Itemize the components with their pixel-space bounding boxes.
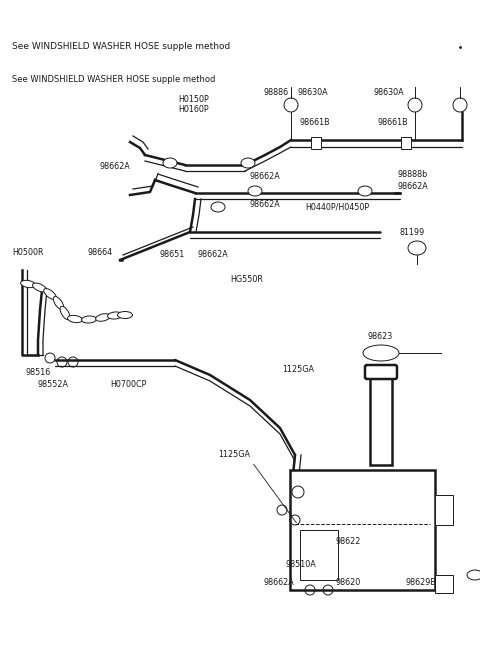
- Text: 98888b: 98888b: [398, 170, 428, 179]
- Text: 98516: 98516: [26, 368, 51, 377]
- Ellipse shape: [118, 311, 132, 319]
- Ellipse shape: [211, 202, 225, 212]
- Ellipse shape: [44, 288, 56, 300]
- Text: 98622: 98622: [335, 537, 360, 546]
- Text: 98661B: 98661B: [300, 118, 331, 127]
- Bar: [435, 495, 453, 525]
- Ellipse shape: [33, 283, 47, 292]
- Bar: [435, 575, 453, 593]
- Text: H0150P
H0160P: H0150P H0160P: [178, 95, 209, 114]
- Ellipse shape: [96, 314, 110, 321]
- Polygon shape: [453, 98, 467, 112]
- Text: 98662A: 98662A: [250, 172, 281, 181]
- Bar: [401, 137, 411, 149]
- Text: H0500R: H0500R: [12, 248, 44, 257]
- Text: See WINDSHIELD WASHER HOSE supple method: See WINDSHIELD WASHER HOSE supple method: [12, 75, 216, 84]
- Text: 81199: 81199: [400, 228, 425, 237]
- Text: HG550R: HG550R: [230, 275, 263, 284]
- Text: 98662A: 98662A: [197, 250, 228, 259]
- Bar: [370, 375, 392, 465]
- Ellipse shape: [60, 306, 70, 320]
- Text: 1125GA: 1125GA: [218, 450, 250, 459]
- Text: 98664: 98664: [88, 248, 113, 257]
- Text: 98662A: 98662A: [398, 182, 429, 191]
- Bar: [311, 137, 321, 149]
- Text: 98629B: 98629B: [405, 578, 436, 587]
- Polygon shape: [408, 241, 426, 255]
- Ellipse shape: [53, 296, 64, 309]
- Text: See WINDSHIELD WASHER HOSE supple method: See WINDSHIELD WASHER HOSE supple method: [12, 42, 230, 51]
- Text: 98630A: 98630A: [298, 88, 329, 97]
- Bar: [300, 530, 338, 580]
- Text: 98552A: 98552A: [38, 380, 69, 389]
- Ellipse shape: [241, 158, 255, 168]
- Bar: [290, 470, 435, 590]
- Text: H0700CP: H0700CP: [110, 380, 146, 389]
- Polygon shape: [284, 98, 298, 112]
- FancyBboxPatch shape: [365, 365, 397, 379]
- Ellipse shape: [21, 281, 36, 288]
- Text: 98886: 98886: [263, 88, 288, 97]
- Text: 98630A: 98630A: [373, 88, 404, 97]
- Text: 98662A: 98662A: [100, 162, 131, 171]
- Polygon shape: [408, 98, 422, 112]
- Ellipse shape: [68, 315, 83, 323]
- Ellipse shape: [82, 316, 96, 323]
- Text: 98651: 98651: [160, 250, 185, 259]
- Text: 98661B: 98661B: [378, 118, 408, 127]
- Ellipse shape: [163, 158, 177, 168]
- Ellipse shape: [108, 312, 122, 319]
- Text: H0440P/H0450P: H0440P/H0450P: [305, 202, 369, 211]
- Text: 98510A: 98510A: [285, 560, 316, 569]
- Text: 1125GA: 1125GA: [282, 365, 314, 374]
- Text: 98620: 98620: [336, 578, 361, 587]
- Ellipse shape: [248, 186, 262, 196]
- Polygon shape: [467, 570, 480, 580]
- Text: 98623: 98623: [367, 332, 392, 341]
- Polygon shape: [363, 345, 399, 361]
- Text: 98662A: 98662A: [250, 200, 281, 209]
- Ellipse shape: [358, 186, 372, 196]
- Text: 98662A: 98662A: [264, 578, 295, 587]
